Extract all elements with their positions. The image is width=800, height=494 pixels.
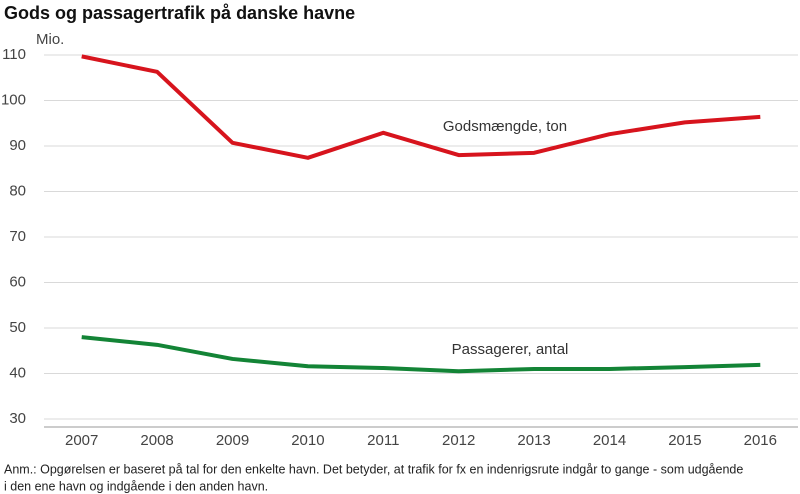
- series-label: Godsmængde, ton: [443, 118, 567, 135]
- y-tick-label: 110: [2, 46, 26, 63]
- x-tick-label: 2012: [442, 432, 475, 449]
- x-tick-label: 2009: [216, 432, 249, 449]
- x-tick-label: 2015: [668, 432, 701, 449]
- y-tick-label: 30: [9, 410, 26, 427]
- y-tick-label: 90: [9, 137, 26, 154]
- y-axis-label: Mio.: [36, 31, 64, 48]
- y-tick-label: 80: [9, 182, 26, 199]
- chart-title: Gods og passagertrafik på danske havne: [4, 3, 355, 23]
- x-tick-label: 2016: [744, 432, 777, 449]
- note: i den ene havn og indgående i den anden …: [4, 479, 268, 493]
- x-tick-label: 2007: [65, 432, 98, 449]
- y-tick-label: 40: [9, 364, 26, 381]
- series-label: Passagerer, antal: [452, 341, 569, 358]
- line: [81, 335, 761, 374]
- y-tick-label: 100: [1, 91, 26, 108]
- x-tick-label: 2013: [517, 432, 550, 449]
- line: [81, 54, 761, 160]
- x-tick-label: 2010: [291, 432, 324, 449]
- x-tick-label: 2014: [593, 432, 626, 449]
- y-tick-label: 70: [9, 228, 26, 245]
- y-tick-label: 60: [9, 273, 26, 290]
- x-tick-label: 2008: [140, 432, 173, 449]
- x-tick-label: 2011: [367, 432, 399, 449]
- y-tick-label: 50: [9, 319, 26, 336]
- note: Anm.: Opgørelsen er baseret på tal for d…: [4, 462, 743, 476]
